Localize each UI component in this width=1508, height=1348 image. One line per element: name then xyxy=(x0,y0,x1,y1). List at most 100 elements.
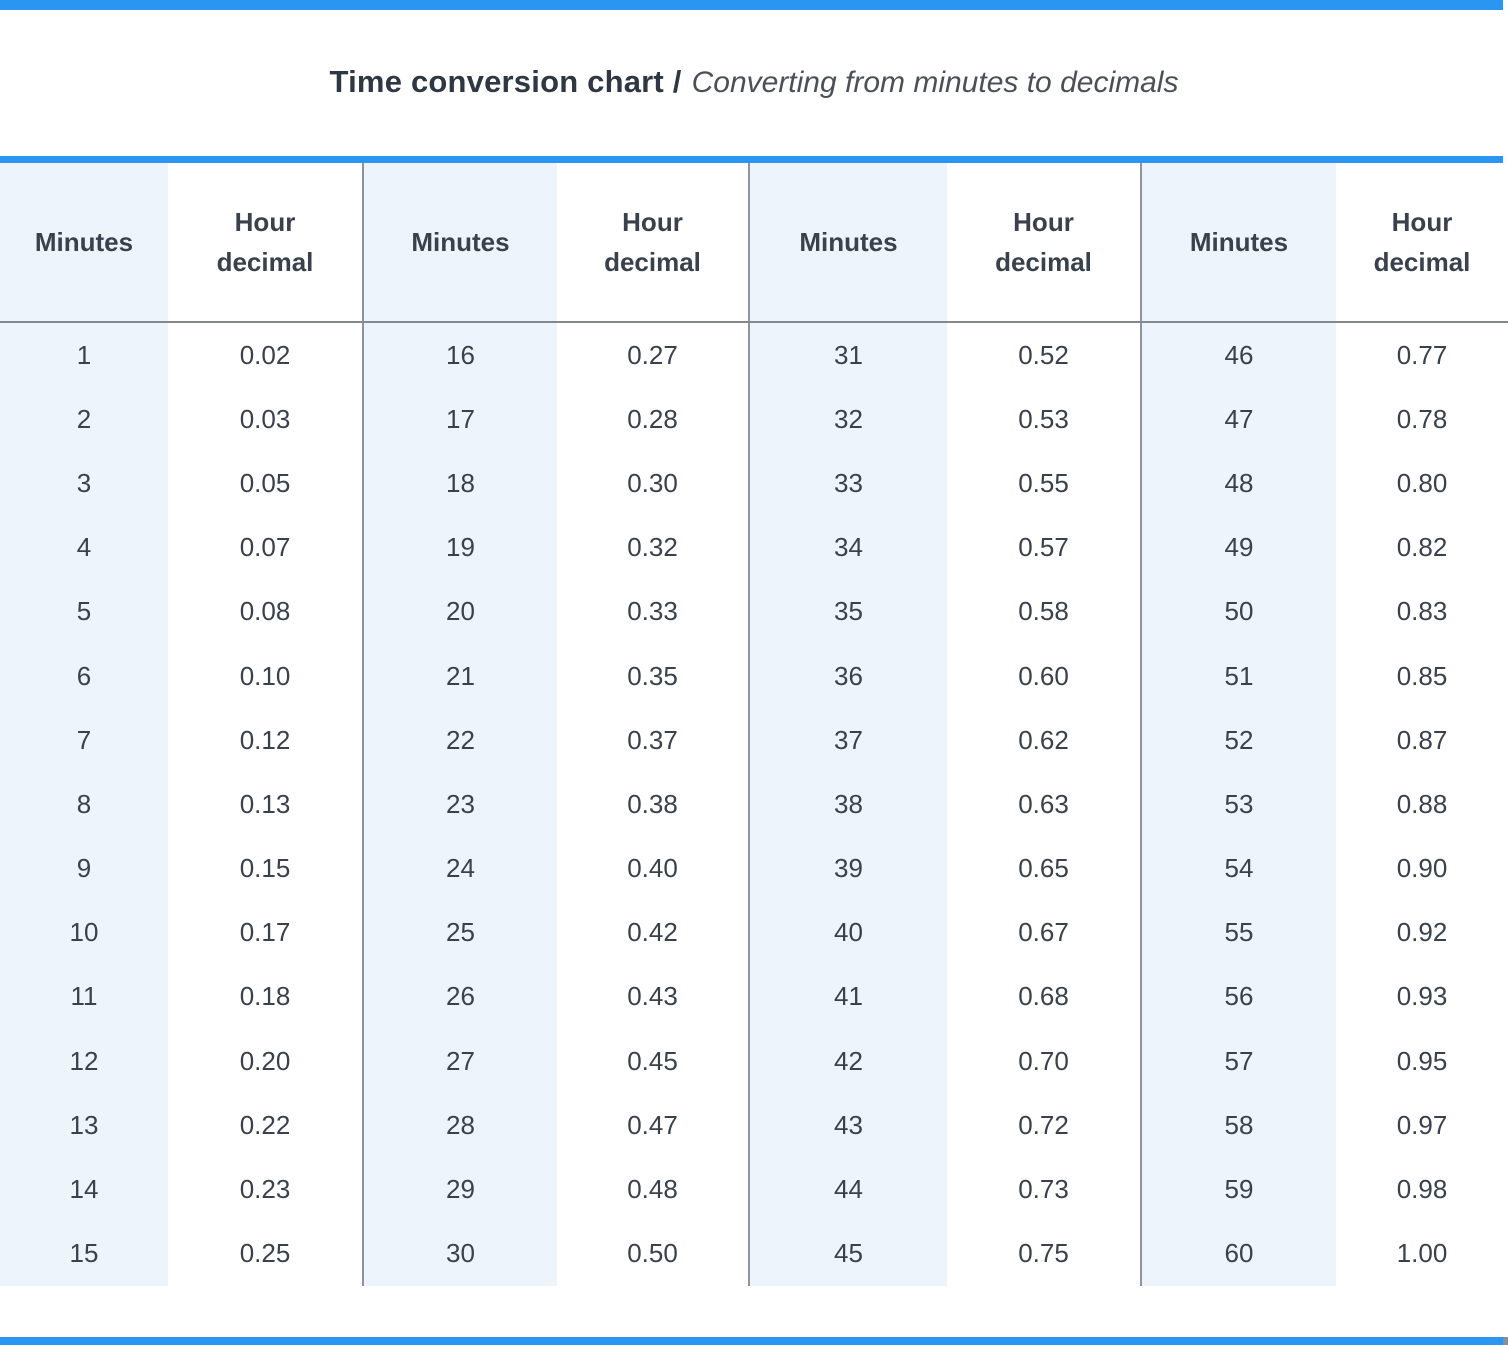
minutes-cell: 44 xyxy=(748,1157,947,1222)
hour-decimal-cell: 0.22 xyxy=(239,1109,291,1140)
minutes-cell: 57 xyxy=(1140,1029,1336,1094)
hour-decimal-cell: 0.05 xyxy=(239,467,291,498)
hour-decimal-cell: 0.65 xyxy=(1018,853,1069,884)
hour-decimal-cell: 0.35 xyxy=(627,660,678,691)
hour-decimal-cell: 0.77 xyxy=(1396,339,1448,370)
minutes-cell: 47 xyxy=(1140,387,1336,452)
minutes-cell: 6 xyxy=(0,643,168,709)
minutes-cell: 8 xyxy=(0,772,168,837)
minutes-cell: 12 xyxy=(0,1029,168,1094)
minutes-cell: 45 xyxy=(748,1221,947,1286)
hour-decimal-cell: 0.52 xyxy=(1018,339,1069,370)
minutes-cell: 43 xyxy=(748,1093,947,1158)
hour-decimal-cell: 0.98 xyxy=(1396,1174,1448,1205)
hour-decimal-cell: 0.68 xyxy=(1018,981,1069,1012)
minutes-cell: 25 xyxy=(362,900,557,965)
minutes-cell: 37 xyxy=(748,708,947,773)
hour-decimal-cell: 0.33 xyxy=(627,596,678,627)
column-header-hour-decimal: Hour decimal xyxy=(557,163,748,323)
hour-decimal-cell: 0.27 xyxy=(627,339,678,370)
hour-decimal-cell: 0.92 xyxy=(1396,917,1448,948)
hour-decimal-cell: 0.38 xyxy=(627,788,678,819)
minutes-cell: 60 xyxy=(1140,1221,1336,1286)
minutes-cell: 20 xyxy=(362,579,557,644)
column-header-minutes: Minutes xyxy=(748,163,947,323)
minutes-cell: 21 xyxy=(362,643,557,709)
hour-decimal-cell: 0.87 xyxy=(1396,724,1448,755)
minutes-cell: 39 xyxy=(748,836,947,901)
hour-decimal-cell: 0.40 xyxy=(627,853,678,884)
hour-decimal-cell: 0.53 xyxy=(1018,403,1069,434)
hour-decimal-cell: 0.07 xyxy=(239,532,291,563)
hour-decimal-cell: 0.03 xyxy=(239,403,291,434)
hour-decimal-cell: 0.17 xyxy=(239,917,291,948)
bottom-accent-bar xyxy=(0,1337,1503,1345)
minutes-cell: 14 xyxy=(0,1157,168,1222)
hour-decimal-cell: 0.83 xyxy=(1396,596,1448,627)
minutes-cell: 55 xyxy=(1140,900,1336,965)
hour-decimal-cell: 0.10 xyxy=(239,660,291,691)
minutes-cell: 36 xyxy=(748,643,947,709)
hour-decimal-cell: 0.75 xyxy=(1018,1238,1069,1269)
minutes-cell: 31 xyxy=(748,323,947,388)
page-title-main: Time conversion chart / xyxy=(329,64,682,99)
hour-decimal-cell: 0.02 xyxy=(239,339,291,370)
minutes-cell: 11 xyxy=(0,964,168,1030)
hour-decimal-cell: 0.90 xyxy=(1396,853,1448,884)
minutes-cell: 41 xyxy=(748,964,947,1030)
hour-decimal-cell: 0.15 xyxy=(239,853,291,884)
page-title: Time conversion chart / Converting from m… xyxy=(0,58,1508,112)
hour-decimal-cell: 0.37 xyxy=(627,724,678,755)
minutes-cell: 26 xyxy=(362,964,557,1030)
conversion-table: Minutes Hour decimal Minutes Hour decimal Mi… xyxy=(0,163,1508,1286)
minutes-cell: 49 xyxy=(1140,515,1336,580)
minutes-cell: 9 xyxy=(0,836,168,901)
hour-decimal-cell: 0.32 xyxy=(627,532,678,563)
hour-decimal-cell: 0.97 xyxy=(1396,1109,1448,1140)
hour-decimal-cell: 0.70 xyxy=(1018,1045,1069,1076)
top-accent-bar xyxy=(0,0,1503,10)
bottom-bar-end-cap xyxy=(1503,1337,1508,1345)
hour-decimal-cell: 0.85 xyxy=(1396,660,1448,691)
minutes-cell: 4 xyxy=(0,515,168,580)
hour-decimal-cell: 0.50 xyxy=(627,1238,678,1269)
minutes-cell: 29 xyxy=(362,1157,557,1222)
hour-decimal-cell: 0.23 xyxy=(239,1174,291,1205)
minutes-cell: 13 xyxy=(0,1093,168,1158)
minutes-cell: 59 xyxy=(1140,1157,1336,1222)
minutes-cell: 18 xyxy=(362,451,557,516)
hour-decimal-cell: 0.43 xyxy=(627,981,678,1012)
minutes-cell: 24 xyxy=(362,836,557,901)
minutes-cell: 46 xyxy=(1140,323,1336,388)
hour-decimal-cell: 0.28 xyxy=(627,403,678,434)
minutes-cell: 33 xyxy=(748,451,947,516)
minutes-cell: 56 xyxy=(1140,964,1336,1030)
minutes-cell: 42 xyxy=(748,1029,947,1094)
minutes-cell: 19 xyxy=(362,515,557,580)
hour-decimal-cell: 0.62 xyxy=(1018,724,1069,755)
hour-decimal-cell: 0.08 xyxy=(239,596,291,627)
minutes-cell: 48 xyxy=(1140,451,1336,516)
column-header-minutes: Minutes xyxy=(1140,163,1336,323)
hour-decimal-cell: 0.47 xyxy=(627,1109,678,1140)
column-header-hour-decimal: Hour decimal xyxy=(1336,163,1508,323)
hour-decimal-cell: 0.45 xyxy=(627,1045,678,1076)
minutes-cell: 10 xyxy=(0,900,168,965)
minutes-cell: 54 xyxy=(1140,836,1336,901)
minutes-cell: 3 xyxy=(0,451,168,516)
page-title-subtitle: Converting from minutes to decimals xyxy=(691,66,1179,99)
table-top-border xyxy=(0,156,1503,163)
hour-decimal-cell: 0.18 xyxy=(239,981,291,1012)
minutes-cell: 58 xyxy=(1140,1093,1336,1158)
minutes-cell: 51 xyxy=(1140,643,1336,709)
minutes-cell: 22 xyxy=(362,708,557,773)
minutes-cell: 38 xyxy=(748,772,947,837)
minutes-cell: 2 xyxy=(0,387,168,452)
minutes-cell: 34 xyxy=(748,515,947,580)
minutes-cell: 16 xyxy=(362,323,557,388)
hour-decimal-cell: 0.20 xyxy=(239,1045,291,1076)
hour-decimal-cell: 0.48 xyxy=(627,1174,678,1205)
hour-decimal-cell: 0.88 xyxy=(1396,788,1448,819)
hour-decimal-cell: 0.95 xyxy=(1396,1045,1448,1076)
minutes-cell: 15 xyxy=(0,1221,168,1286)
